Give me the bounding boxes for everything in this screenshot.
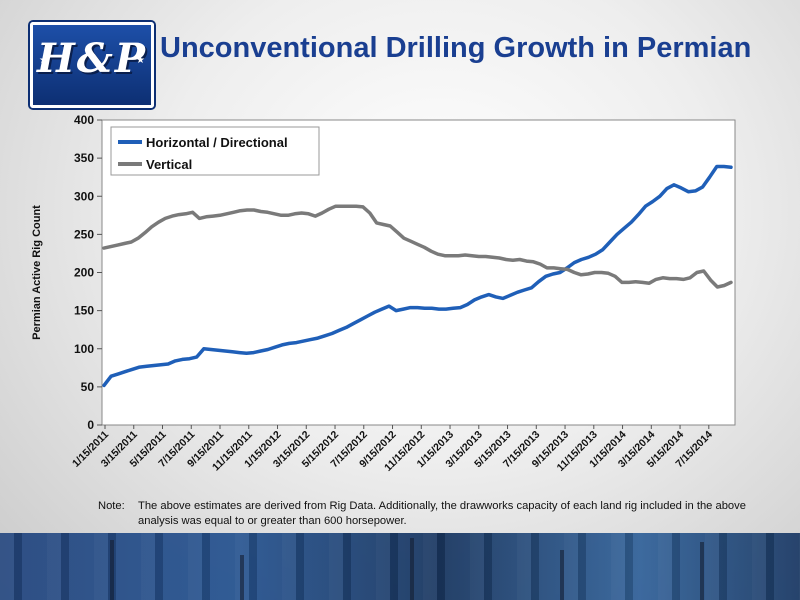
y-tick-label: 400 <box>74 113 94 127</box>
series-line-vertical <box>102 204 733 289</box>
y-axis-label: Permian Active Rig Count <box>31 205 43 340</box>
note-label: Note: <box>98 500 125 512</box>
y-tick-label: 350 <box>74 151 94 165</box>
footer-banner <box>0 533 800 600</box>
star-icon: ★ <box>39 55 48 66</box>
legend-entry: Horizontal / Directional <box>146 135 288 150</box>
legend <box>110 126 320 176</box>
footnote: Note: The above estimates are derived fro… <box>98 499 758 529</box>
page-title: Unconventional Drilling Growth in Permia… <box>160 32 752 64</box>
y-tick-label: 0 <box>87 418 94 432</box>
y-tick-label: 300 <box>74 189 94 203</box>
y-tick-label: 200 <box>74 266 94 280</box>
company-logo: ★ H&P ★ <box>30 22 154 108</box>
series-line-horizontal <box>102 164 733 388</box>
note-text: The above estimates are derived from Rig… <box>138 500 746 527</box>
legend-entry: Vertical <box>146 157 192 172</box>
y-tick-label: 50 <box>81 380 95 394</box>
y-tick-label: 100 <box>74 342 94 356</box>
star-icon: ★ <box>136 55 145 66</box>
y-tick-label: 250 <box>74 227 94 241</box>
rig-count-chart: 0 50 100 150 200 250 300 350 400 Permian Active R… <box>31 113 736 474</box>
y-tick-label: 150 <box>74 304 94 318</box>
logo-text: H&P <box>37 35 147 82</box>
